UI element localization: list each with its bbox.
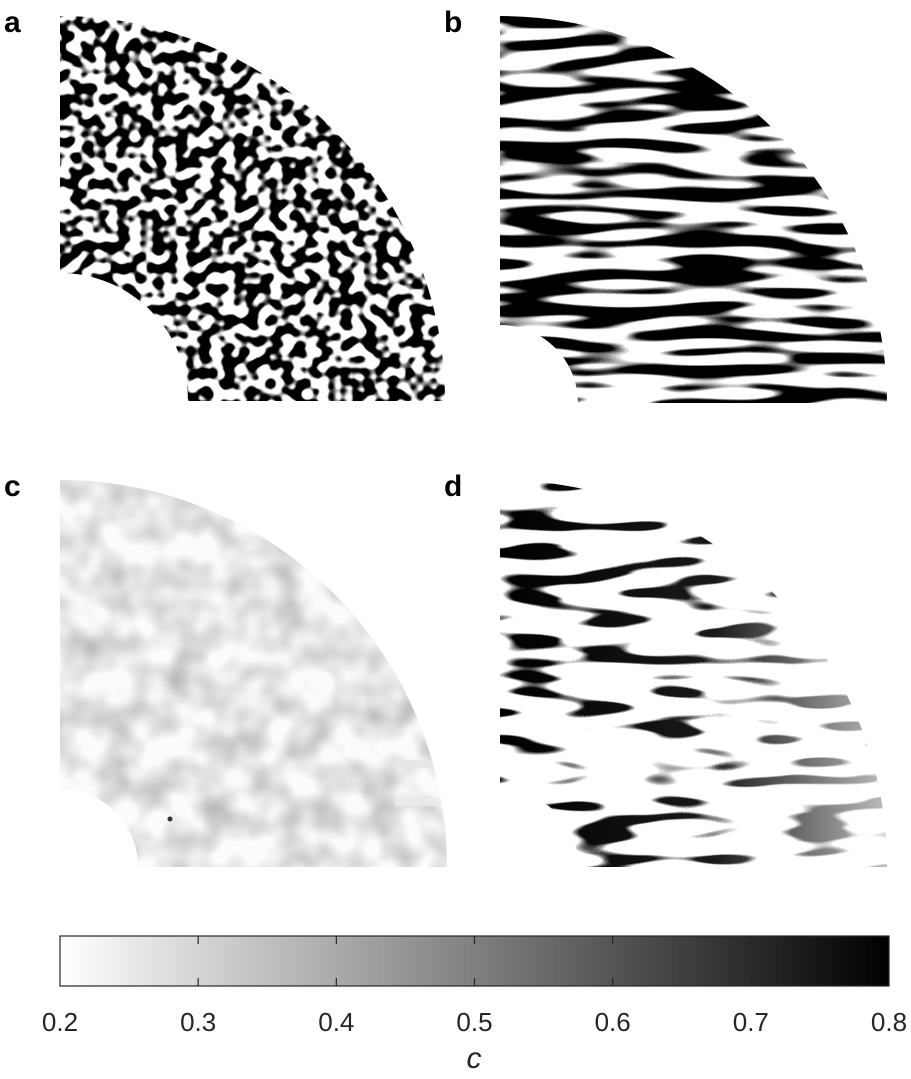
colorbar-tick-label: 0.8	[871, 1007, 907, 1037]
colorbar-tick-label: 0.3	[180, 1007, 216, 1037]
colorbar-axis-label: c	[467, 1042, 482, 1075]
panel-label-a: a	[4, 6, 21, 39]
panel-b: b	[444, 6, 887, 403]
panel-label-b: b	[444, 6, 462, 39]
colorbar-tick-label: 0.7	[733, 1007, 769, 1037]
panel-c: c	[4, 470, 447, 867]
colorbar-ticks: 0.2 0.3 0.4 0.5 0.6 0.7 0.8	[42, 936, 907, 1037]
panel-label-c: c	[4, 470, 21, 503]
colorbar: 0.2 0.3 0.4 0.5 0.6 0.7 0.8 c	[42, 935, 907, 1075]
colorbar-tick-label: 0.5	[456, 1007, 492, 1037]
colorbar-tick-label: 0.6	[595, 1007, 631, 1037]
colorbar-tick-label: 0.4	[318, 1007, 354, 1037]
colorbar-tick-label: 0.2	[42, 1007, 78, 1037]
panel-a: a	[4, 6, 445, 401]
panel-d: d	[444, 470, 887, 867]
panel-label-d: d	[444, 470, 462, 503]
colorbar-gradient	[59, 935, 890, 987]
